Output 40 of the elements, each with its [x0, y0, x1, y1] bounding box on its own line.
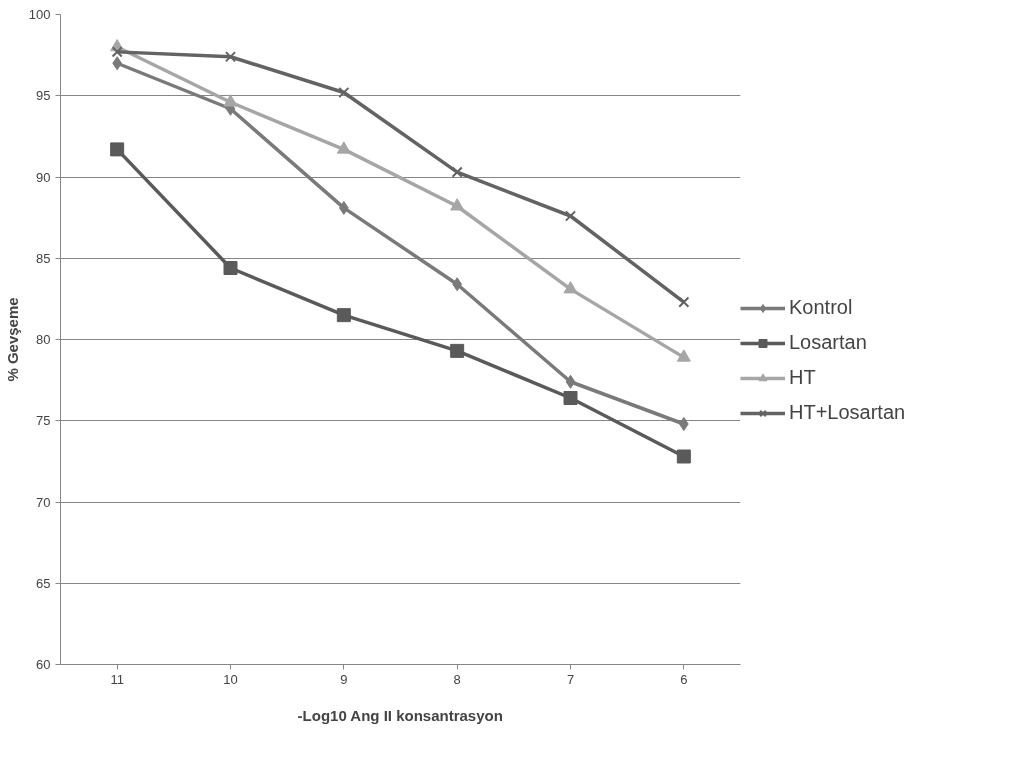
y-tick-label: 60	[36, 657, 51, 672]
point	[565, 374, 576, 389]
y-tick-label: 65	[36, 575, 51, 591]
y-tick-label: 70	[36, 494, 51, 510]
point	[110, 142, 125, 157]
y-axis-title: % Gevşeme	[3, 297, 21, 382]
point	[224, 51, 237, 63]
legend-label: Kontrol	[789, 296, 853, 319]
point	[676, 449, 691, 464]
point	[111, 46, 123, 58]
legend-label: HT	[789, 366, 816, 389]
y-tick-label: 95	[36, 88, 51, 104]
y-tick-label: 100	[28, 7, 51, 22]
x-tick-label: 6	[680, 671, 688, 687]
legend-label: HT+Losartan	[789, 401, 906, 424]
point	[676, 349, 691, 362]
point	[223, 261, 238, 275]
point	[678, 296, 690, 308]
point	[223, 94, 238, 107]
legend-label: Losartan	[789, 331, 867, 354]
point	[450, 343, 465, 358]
point	[679, 417, 689, 431]
x-tick-label: 8	[453, 671, 461, 687]
y-tick-label: 90	[36, 169, 51, 185]
point	[336, 141, 351, 154]
point	[450, 198, 465, 211]
point	[451, 166, 463, 178]
x-tick-label: 7	[566, 671, 575, 687]
x-axis-title: -Log10 Ang II konsantrasyon	[297, 706, 503, 724]
x-tick-label: 10	[223, 671, 238, 687]
point	[563, 281, 578, 294]
y-tick-label: 75	[36, 413, 51, 429]
point	[336, 308, 351, 323]
point	[563, 391, 578, 405]
x-tick-label: 11	[110, 671, 124, 687]
x-tick-label: 9	[340, 671, 348, 687]
y-tick-label: 85	[36, 250, 51, 266]
point	[338, 86, 350, 99]
point	[564, 210, 577, 222]
y-tick-label: 80	[36, 332, 51, 347]
